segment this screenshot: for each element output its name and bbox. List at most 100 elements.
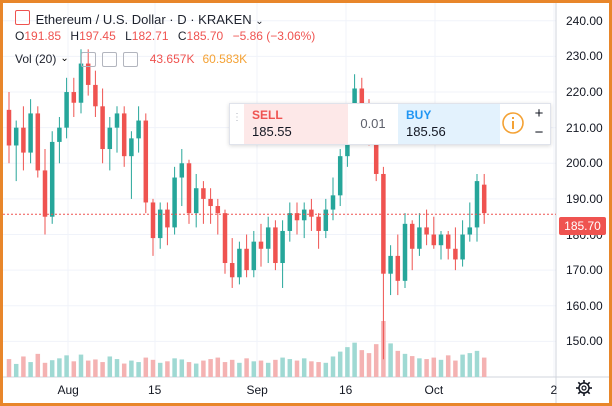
symbol-title[interactable]: Ethereum / U.S. Dollar · D · KRAKEN bbox=[35, 12, 252, 27]
volume-bar bbox=[129, 360, 134, 377]
volume-bar bbox=[42, 362, 48, 377]
candle-body bbox=[107, 127, 113, 150]
candle-body bbox=[337, 156, 343, 196]
price-chart[interactable] bbox=[3, 3, 609, 403]
eye-icon[interactable] bbox=[80, 52, 96, 67]
info-icon[interactable] bbox=[500, 110, 526, 136]
plus-button[interactable]: + bbox=[534, 105, 544, 122]
drag-handle-icon[interactable]: ⋮⋮ bbox=[232, 112, 252, 123]
candle-body bbox=[359, 88, 365, 110]
time-tick-label: 16 bbox=[339, 383, 353, 397]
candle-body bbox=[35, 113, 41, 171]
time-tick-label: 2 bbox=[550, 383, 558, 397]
volume-bar bbox=[78, 354, 84, 377]
volume-bar bbox=[294, 360, 300, 377]
candle-body bbox=[402, 223, 408, 281]
candle-body bbox=[438, 234, 444, 246]
volume-bar bbox=[395, 350, 401, 377]
candle-body bbox=[157, 209, 163, 239]
volume-bar bbox=[359, 350, 365, 377]
candle-body bbox=[265, 227, 271, 249]
collapse-square-icon[interactable] bbox=[15, 10, 30, 25]
volume-bar bbox=[57, 358, 62, 377]
candle-body bbox=[373, 124, 379, 174]
volume-bar bbox=[438, 359, 444, 377]
volume-legend: Vol (20) ⌄ 43.657K 60.583K bbox=[15, 51, 247, 67]
candle-body bbox=[186, 163, 192, 214]
volume-bar bbox=[165, 361, 170, 377]
volume-bar bbox=[215, 357, 221, 377]
candle-body bbox=[294, 213, 300, 221]
volume-bar bbox=[251, 361, 257, 377]
volume-bar bbox=[388, 343, 393, 377]
volume-bar bbox=[222, 362, 228, 377]
candle-body bbox=[474, 181, 480, 228]
candle-body bbox=[179, 163, 185, 178]
volume-bar bbox=[136, 362, 141, 377]
volume-bar bbox=[352, 342, 357, 377]
candle-body bbox=[114, 113, 120, 128]
candle-body bbox=[208, 198, 213, 207]
volume-bar bbox=[265, 362, 271, 377]
price-tick-label: 240.00 bbox=[566, 13, 603, 28]
gear-icon[interactable] bbox=[575, 379, 593, 397]
candle-body bbox=[381, 173, 386, 274]
candle-body bbox=[21, 127, 26, 153]
gear-icon[interactable] bbox=[101, 52, 117, 67]
candle-body bbox=[42, 170, 48, 217]
sell-button[interactable]: SELL 185.55 bbox=[244, 104, 348, 144]
candle-body bbox=[481, 184, 487, 214]
candle-body bbox=[431, 234, 437, 246]
candle-body bbox=[85, 63, 91, 85]
high-label: H bbox=[70, 29, 80, 43]
candle-body bbox=[64, 92, 69, 128]
time-tick-label: Oct bbox=[424, 383, 444, 397]
candle-body bbox=[100, 106, 105, 150]
price-tick-label: 220.00 bbox=[566, 85, 603, 100]
volume-bar bbox=[258, 360, 264, 377]
symbol-title-row[interactable]: Ethereum / U.S. Dollar · D · KRAKEN ⌄ bbox=[15, 9, 264, 27]
candle-body bbox=[460, 234, 465, 260]
chevron-down-icon[interactable]: ⌄ bbox=[255, 16, 264, 27]
candle-body bbox=[49, 141, 55, 217]
volume-bar bbox=[35, 353, 41, 377]
price-tick-label: 160.00 bbox=[566, 298, 603, 313]
minus-button[interactable]: − bbox=[534, 124, 544, 141]
volume-bar bbox=[453, 360, 458, 377]
volume-bar bbox=[309, 361, 314, 377]
volume-label[interactable]: Vol (20) bbox=[15, 51, 57, 66]
buy-button[interactable]: BUY 185.56 bbox=[398, 104, 500, 144]
volume-bar bbox=[186, 362, 192, 377]
sell-price: 185.55 bbox=[252, 124, 292, 139]
candle-body bbox=[280, 230, 285, 264]
candle-body bbox=[453, 248, 458, 260]
volume-bar bbox=[337, 351, 343, 377]
volume-bar bbox=[150, 359, 156, 377]
candle-body bbox=[330, 195, 336, 210]
volume-bar bbox=[431, 357, 437, 377]
volume-bar bbox=[402, 353, 408, 377]
candle-body bbox=[424, 227, 429, 235]
volume-bar bbox=[229, 359, 235, 377]
last-price-label: 185.70 bbox=[559, 217, 606, 235]
buy-label: BUY bbox=[406, 108, 432, 122]
candle-body bbox=[13, 127, 19, 146]
volume-bar bbox=[345, 347, 350, 377]
price-tick-label: 200.00 bbox=[566, 156, 603, 171]
time-tick-label: 15 bbox=[148, 383, 162, 397]
candle-body bbox=[215, 206, 221, 214]
candle-body bbox=[222, 213, 228, 264]
volume-bar bbox=[323, 362, 329, 377]
volume-value: 43.657K bbox=[149, 51, 195, 66]
volume-bar bbox=[49, 360, 55, 377]
volume-bar bbox=[193, 363, 199, 377]
volume-bar bbox=[201, 360, 206, 377]
candle-body bbox=[121, 113, 127, 157]
close-icon[interactable] bbox=[122, 52, 138, 67]
chevron-down-icon[interactable]: ⌄ bbox=[60, 53, 69, 64]
price-tick-label: 190.00 bbox=[566, 191, 603, 206]
candle-body bbox=[409, 223, 415, 249]
low-value: 182.71 bbox=[131, 29, 169, 43]
price-tick-label: 210.00 bbox=[566, 120, 603, 135]
volume-bar bbox=[143, 357, 149, 377]
